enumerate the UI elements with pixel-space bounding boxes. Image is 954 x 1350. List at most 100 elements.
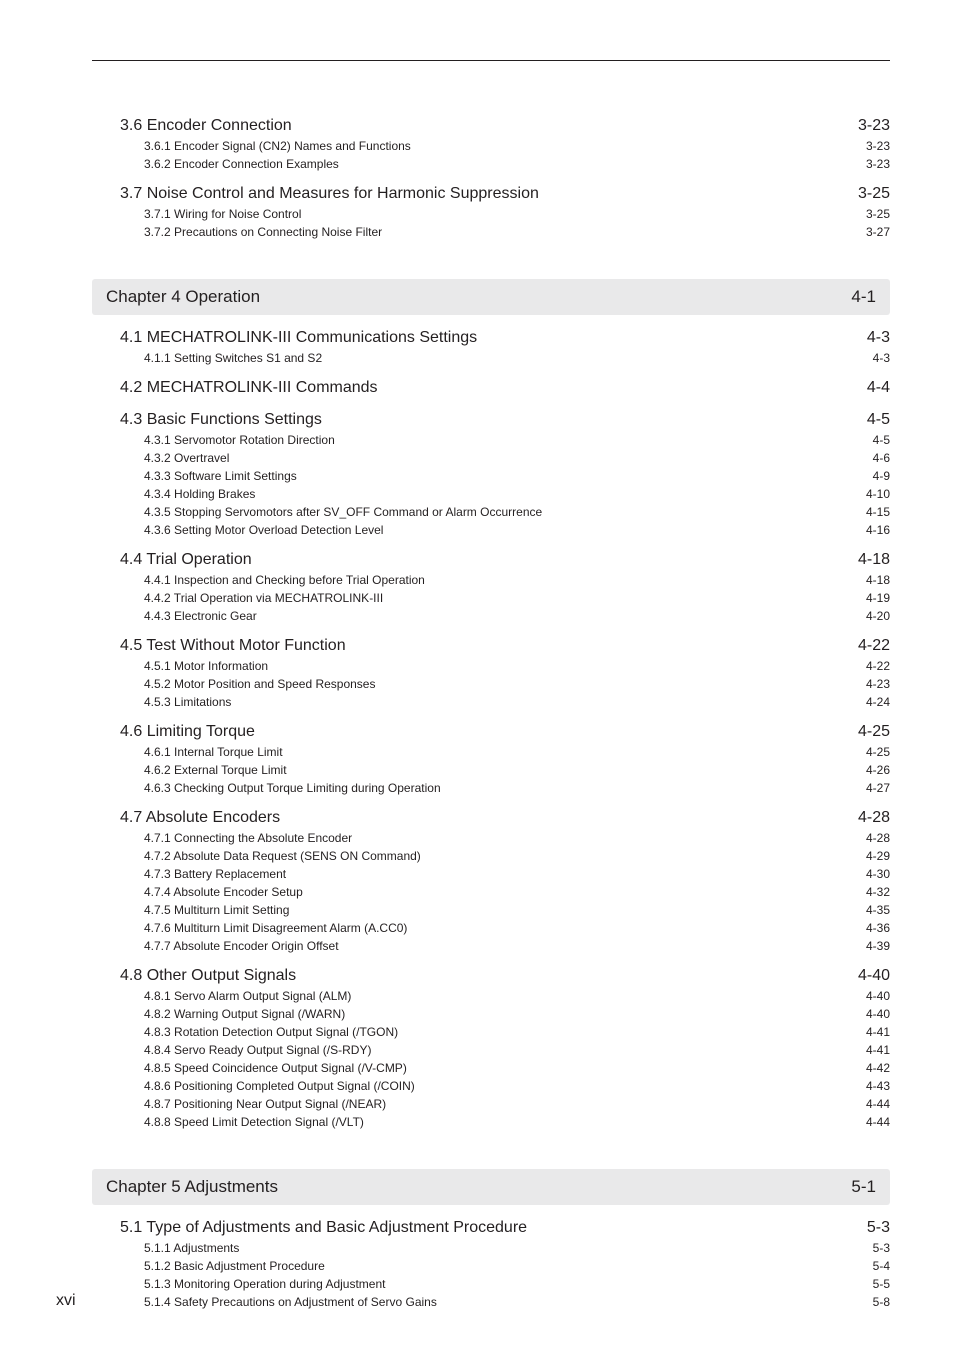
toc-subsection: 4.8.4 Servo Ready Output Signal (/S-RDY)… bbox=[144, 1043, 890, 1057]
toc-section: 4.6 Limiting Torque4-25 bbox=[120, 723, 890, 741]
toc-label: 4.3.2 Overtravel bbox=[144, 451, 229, 465]
toc-label: 4.8.3 Rotation Detection Output Signal (… bbox=[144, 1025, 398, 1039]
toc-label: 4.2 MECHATROLINK-III Commands bbox=[120, 379, 378, 397]
toc-page: 5-3 bbox=[867, 1219, 890, 1237]
toc-label: 4.6.1 Internal Torque Limit bbox=[144, 745, 283, 759]
toc-page: 3-25 bbox=[866, 207, 890, 221]
toc-page: 4-41 bbox=[866, 1043, 890, 1057]
toc-page: 4-27 bbox=[866, 781, 890, 795]
toc-page: 4-28 bbox=[858, 809, 890, 827]
toc-page: 4-10 bbox=[866, 487, 890, 501]
toc-page: 4-18 bbox=[866, 573, 890, 587]
toc-page: 4-22 bbox=[858, 637, 890, 655]
toc-label: 4.8.6 Positioning Completed Output Signa… bbox=[144, 1079, 415, 1093]
toc-page: 4-25 bbox=[866, 745, 890, 759]
toc-label: 3.6 Encoder Connection bbox=[120, 117, 292, 135]
toc-page: 4-5 bbox=[867, 411, 890, 429]
toc-page: 4-36 bbox=[866, 921, 890, 935]
toc-label: 4.6.3 Checking Output Torque Limiting du… bbox=[144, 781, 441, 795]
toc-label: 4.4.3 Electronic Gear bbox=[144, 609, 257, 623]
toc-label: 5.1 Type of Adjustments and Basic Adjust… bbox=[120, 1219, 527, 1237]
toc-page: 5-4 bbox=[873, 1259, 890, 1273]
toc-label: 4.8.2 Warning Output Signal (/WARN) bbox=[144, 1007, 345, 1021]
toc-subsection: 4.8.2 Warning Output Signal (/WARN) 4-40 bbox=[144, 1007, 890, 1021]
toc-label: 4.7.4 Absolute Encoder Setup bbox=[144, 885, 303, 899]
toc-subsection: 5.1.1 Adjustments 5-3 bbox=[144, 1241, 890, 1255]
toc-subsection: 4.8.3 Rotation Detection Output Signal (… bbox=[144, 1025, 890, 1039]
toc-page: 4-39 bbox=[866, 939, 890, 953]
toc-subsection: 4.4.2 Trial Operation via MECHATROLINK-I… bbox=[144, 591, 890, 605]
toc-section: 4.7 Absolute Encoders4-28 bbox=[120, 809, 890, 827]
toc-label: 4.4.1 Inspection and Checking before Tri… bbox=[144, 573, 425, 587]
toc-subsection: 4.8.7 Positioning Near Output Signal (/N… bbox=[144, 1097, 890, 1111]
toc-label: 4.7.2 Absolute Data Request (SENS ON Com… bbox=[144, 849, 421, 863]
toc-label: 4.8.8 Speed Limit Detection Signal (/VLT… bbox=[144, 1115, 364, 1129]
toc-subsection: 4.3.1 Servomotor Rotation Direction4-5 bbox=[144, 433, 890, 447]
toc-chapter: Chapter 5 Adjustments5-1 bbox=[106, 1177, 876, 1197]
toc-label: 4.5.1 Motor Information bbox=[144, 659, 268, 673]
toc-page: 4-40 bbox=[866, 1007, 890, 1021]
toc-subsection: 4.1.1 Setting Switches S1 and S24-3 bbox=[144, 351, 890, 365]
toc-section: 5.1 Type of Adjustments and Basic Adjust… bbox=[120, 1219, 890, 1237]
toc-section: 3.6 Encoder Connection 3-23 bbox=[120, 117, 890, 135]
toc-page: 4-16 bbox=[866, 523, 890, 537]
toc-subsection: 4.6.3 Checking Output Torque Limiting du… bbox=[144, 781, 890, 795]
toc-label: 5.1.2 Basic Adjustment Procedure bbox=[144, 1259, 325, 1273]
toc-label: 4.7.1 Connecting the Absolute Encoder bbox=[144, 831, 352, 845]
toc-page: 4-42 bbox=[866, 1061, 890, 1075]
toc-page: 4-41 bbox=[866, 1025, 890, 1039]
table-of-contents: 3.6 Encoder Connection3-233.6.1 Encoder … bbox=[92, 117, 890, 1309]
toc-page: 4-29 bbox=[866, 849, 890, 863]
toc-subsection: 4.5.3 Limitations4-24 bbox=[144, 695, 890, 709]
toc-subsection: 5.1.3 Monitoring Operation during Adjust… bbox=[144, 1277, 890, 1291]
toc-label: 4.3.6 Setting Motor Overload Detection L… bbox=[144, 523, 383, 537]
toc-label: 4.1 MECHATROLINK-III Communications Sett… bbox=[120, 329, 477, 347]
toc-subsection: 4.4.3 Electronic Gear 4-20 bbox=[144, 609, 890, 623]
toc-label: 3.7 Noise Control and Measures for Harmo… bbox=[120, 185, 539, 203]
toc-subsection: 4.6.2 External Torque Limit4-26 bbox=[144, 763, 890, 777]
toc-page: 4-1 bbox=[851, 287, 876, 307]
toc-label: 4.1.1 Setting Switches S1 and S2 bbox=[144, 351, 322, 365]
toc-page: 4-40 bbox=[858, 967, 890, 985]
toc-page: 4-32 bbox=[866, 885, 890, 899]
toc-page: 4-24 bbox=[866, 695, 890, 709]
toc-page: 3-23 bbox=[858, 117, 890, 135]
toc-subsection: 4.5.2 Motor Position and Speed Responses… bbox=[144, 677, 890, 691]
toc-page: 3-23 bbox=[866, 139, 890, 153]
toc-subsection: 4.8.5 Speed Coincidence Output Signal (/… bbox=[144, 1061, 890, 1075]
toc-label: 4.5.2 Motor Position and Speed Responses bbox=[144, 677, 375, 691]
toc-page: 4-18 bbox=[858, 551, 890, 569]
toc-subsection: 4.3.6 Setting Motor Overload Detection L… bbox=[144, 523, 890, 537]
toc-label: 5.1.1 Adjustments bbox=[144, 1241, 239, 1255]
toc-page: 5-1 bbox=[851, 1177, 876, 1197]
toc-page: 4-44 bbox=[866, 1115, 890, 1129]
toc-page: 4-6 bbox=[873, 451, 890, 465]
toc-page: 4-9 bbox=[873, 469, 890, 483]
toc-subsection: 4.5.1 Motor Information4-22 bbox=[144, 659, 890, 673]
toc-label: 4.7.3 Battery Replacement bbox=[144, 867, 286, 881]
toc-label: 4.3.1 Servomotor Rotation Direction bbox=[144, 433, 335, 447]
toc-subsection: 5.1.4 Safety Precautions on Adjustment o… bbox=[144, 1295, 890, 1309]
toc-chapter-box: Chapter 4 Operation 4-1 bbox=[92, 279, 890, 315]
toc-page: 4-23 bbox=[866, 677, 890, 691]
toc-subsection: 3.6.2 Encoder Connection Examples3-23 bbox=[144, 157, 890, 171]
toc-page: 4-20 bbox=[866, 609, 890, 623]
toc-label: 4.3.3 Software Limit Settings bbox=[144, 469, 297, 483]
toc-page: 5-3 bbox=[873, 1241, 890, 1255]
toc-section: 4.2 MECHATROLINK-III Commands 4-4 bbox=[120, 379, 890, 397]
toc-page: 4-4 bbox=[867, 379, 890, 397]
toc-label: 4.4.2 Trial Operation via MECHATROLINK-I… bbox=[144, 591, 383, 605]
toc-subsection: 3.7.2 Precautions on Connecting Noise Fi… bbox=[144, 225, 890, 239]
toc-page: 4-15 bbox=[866, 505, 890, 519]
toc-subsection: 4.6.1 Internal Torque Limit 4-25 bbox=[144, 745, 890, 759]
toc-label: 4.3 Basic Functions Settings bbox=[120, 411, 322, 429]
toc-subsection: 3.7.1 Wiring for Noise Control3-25 bbox=[144, 207, 890, 221]
toc-page: 3-25 bbox=[858, 185, 890, 203]
toc-page: 4-30 bbox=[866, 867, 890, 881]
toc-label: 4.3.4 Holding Brakes bbox=[144, 487, 255, 501]
toc-label: 4.7.6 Multiturn Limit Disagreement Alarm… bbox=[144, 921, 407, 935]
toc-label: 4.5 Test Without Motor Function bbox=[120, 637, 346, 655]
toc-section: 4.3 Basic Functions Settings 4-5 bbox=[120, 411, 890, 429]
toc-label: Chapter 4 Operation bbox=[106, 287, 260, 307]
toc-subsection: 4.3.4 Holding Brakes 4-10 bbox=[144, 487, 890, 501]
